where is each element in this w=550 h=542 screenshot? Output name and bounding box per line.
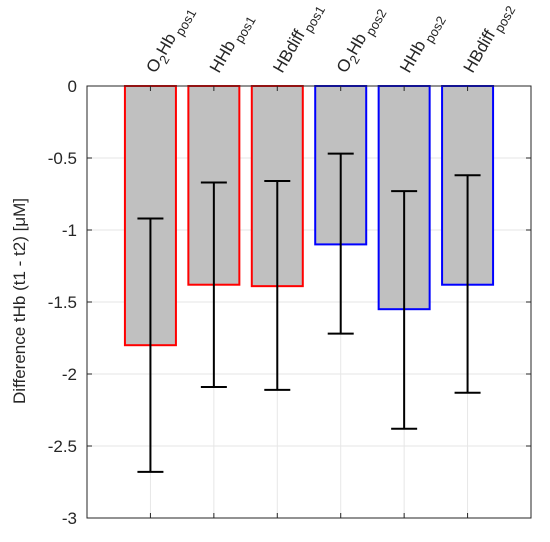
y-tick-label-3: -1.5 [48,293,77,312]
y-ticks-layer: 0 -0.5 -1 -1.5 -2 -2.5 -3 [48,77,531,528]
y-tick-label-0: 0 [68,77,77,96]
bars-layer [123,85,495,347]
errorbar-4 [327,152,354,335]
y-tick-label-5: -2.5 [48,437,77,456]
errorbar-5 [391,190,418,430]
errorbar-6 [454,174,481,394]
errorbars-layer [137,152,481,473]
errorbar-1 [137,217,164,473]
y-tick-label-4: -2 [62,365,77,384]
x-tick-label-4: O2Hb pos2 [333,2,390,78]
y-axis-label: Difference tHb (t1 - t2) [μM] [10,198,29,404]
errorbar-3 [264,180,291,391]
x-tick-label-3: HBdiff pos1 [269,0,328,78]
y-tick-label-2: -1 [62,221,77,240]
x-tick-label-6: HBdiff pos2 [460,0,519,78]
x-tick-label-5: HHb pos2 [396,9,449,78]
y-tick-label-6: -3 [62,509,77,528]
x-tick-label-2: HHb pos1 [206,9,259,78]
x-tick-label-1: O2Hb pos1 [142,2,199,78]
y-tick-label-1: -0.5 [48,149,77,168]
errorbar-2 [200,181,227,388]
